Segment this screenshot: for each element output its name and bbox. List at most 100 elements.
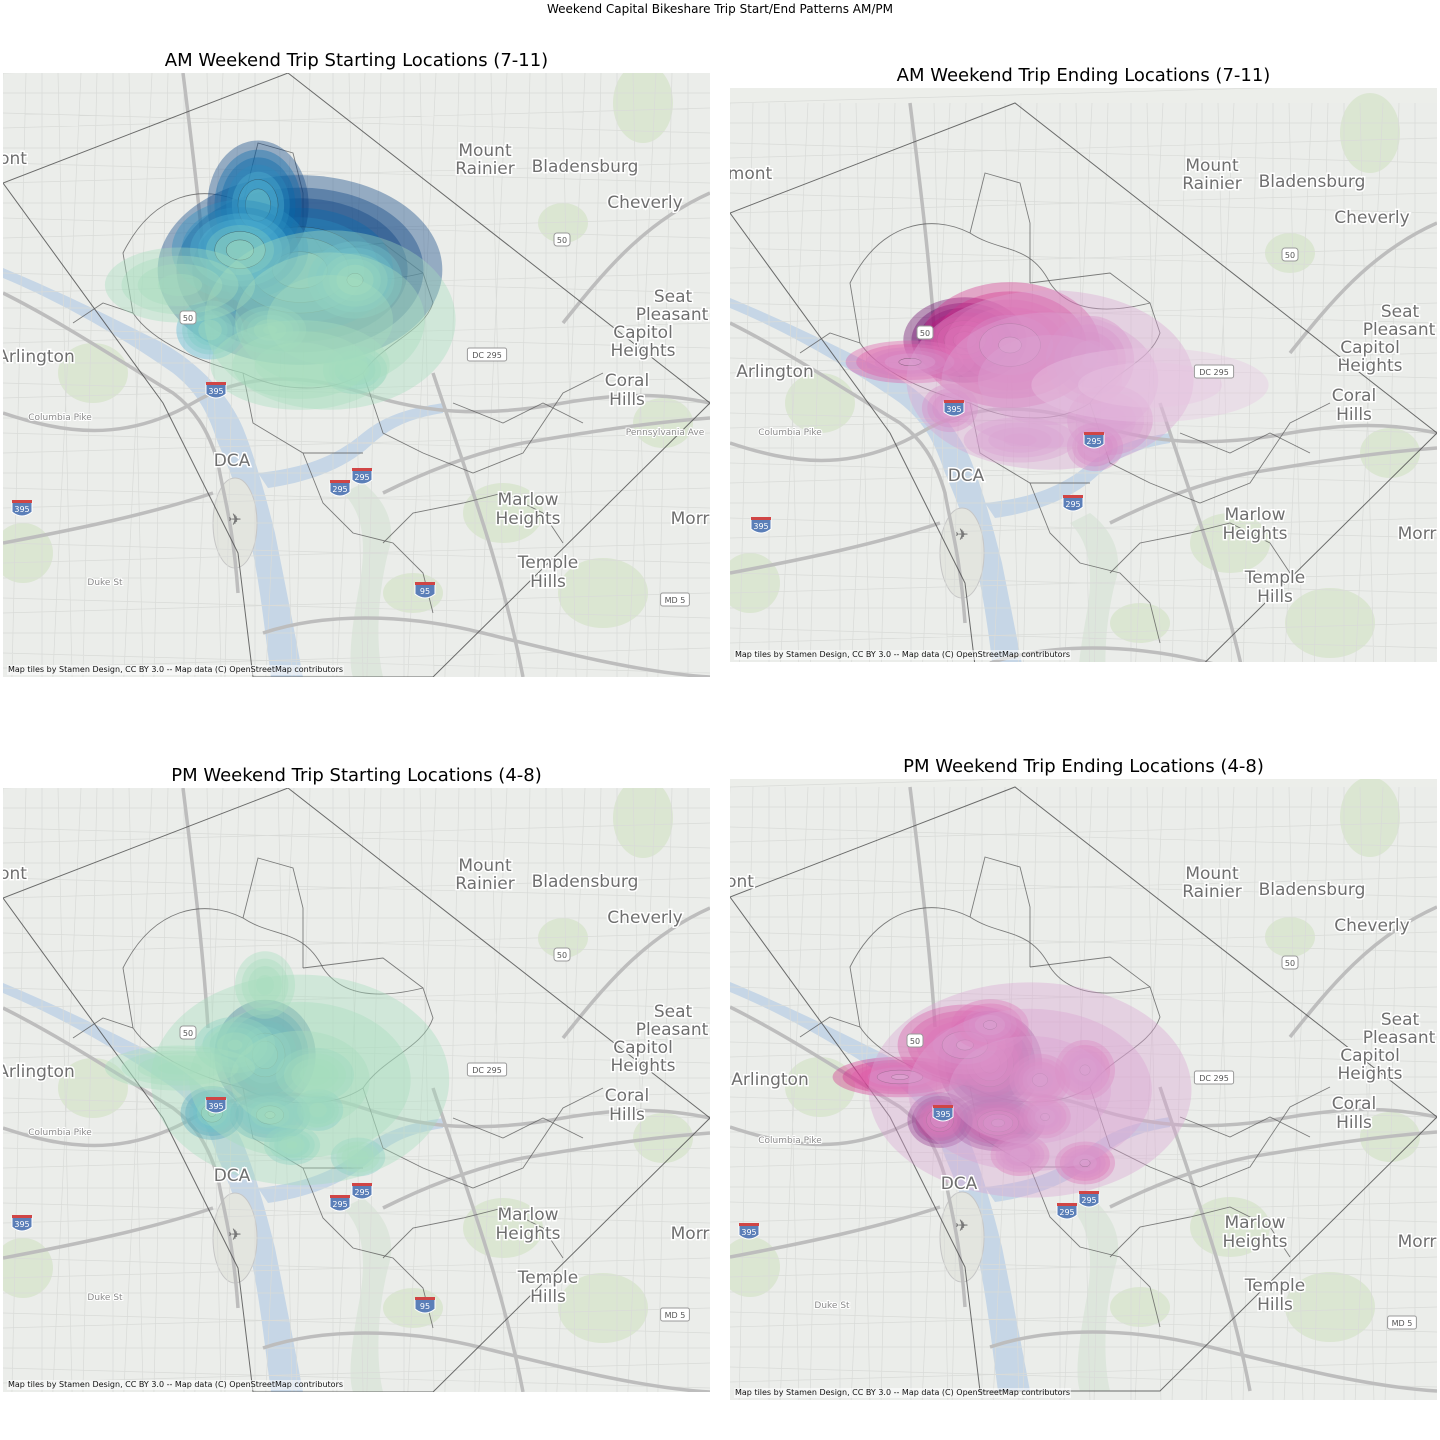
park-strip <box>1070 1197 1119 1391</box>
road-shield-icon: 50 <box>553 232 571 247</box>
density-contour <box>157 273 203 297</box>
park-area <box>1340 779 1400 857</box>
park-area <box>1285 1272 1375 1342</box>
density-contour <box>104 1045 256 1091</box>
density-hotspot <box>207 140 309 270</box>
density-contour <box>937 1010 1043 1116</box>
dc-boundary <box>3 788 710 1392</box>
park-area <box>1110 1287 1170 1327</box>
density-hotspot <box>234 951 296 1019</box>
ward-boundary <box>362 372 604 474</box>
density-contour <box>1026 1068 1054 1092</box>
park-area <box>1265 917 1315 957</box>
shield-label: 50 <box>557 236 567 245</box>
place-label: Coral <box>605 1086 649 1106</box>
place-label: Hills <box>1257 1295 1293 1315</box>
shield-label: 295 <box>332 1200 347 1209</box>
place-label: Hills <box>530 1287 566 1307</box>
place-label: Pleasant <box>1363 320 1436 340</box>
density-contour <box>1022 1065 1058 1095</box>
road-shield-icon: 395 <box>750 517 772 534</box>
place-label: Mount <box>458 856 512 876</box>
shield-label: 295 <box>1065 500 1080 509</box>
heat-layer <box>104 140 456 410</box>
density-contour <box>859 1064 941 1090</box>
density-contour <box>1023 1099 1067 1135</box>
road-shield-icon: 50 <box>179 310 197 325</box>
density-contour <box>253 319 287 341</box>
shield-label: MD 5 <box>1392 1319 1413 1328</box>
map-pm-end: Mount Rainier Bladensburg Cheverly Seat Pleas… <box>730 779 1437 1400</box>
road-shields: 395 395 295 295 50 DC 295 MD 5 50 ✈ <box>738 955 1417 1330</box>
road-shield-icon: 295 <box>1083 432 1105 449</box>
density-contour <box>238 1026 292 1084</box>
road-shield-icon: 395 <box>943 400 965 417</box>
ward-boundary <box>969 172 1031 283</box>
park-strip <box>343 483 392 677</box>
density-contour <box>190 213 290 287</box>
density-contour <box>1004 1143 1036 1167</box>
density-contour <box>205 225 275 275</box>
place-label: Heights <box>1222 1232 1287 1252</box>
place-label: Pennsylvania Ave <box>626 428 705 438</box>
place-label: Cheverly <box>607 193 682 213</box>
density-contour <box>988 427 1052 453</box>
density-contour <box>941 1030 989 1060</box>
density-contour <box>254 342 346 388</box>
density-contour <box>963 417 1077 463</box>
ward-boundary <box>1029 482 1161 644</box>
density-contour <box>272 251 328 289</box>
ward-boundary <box>242 1087 363 1169</box>
density-hotspot <box>330 1137 386 1177</box>
road-shield-icon: 395 <box>932 1105 954 1122</box>
road-shields: 395 395 295 295 95 50 DC 295 MD 5 50 ✈ <box>11 232 690 607</box>
heat-layer <box>832 982 1192 1198</box>
park-area <box>613 73 673 143</box>
ward-boundary <box>1029 1166 1161 1328</box>
ward-boundary <box>302 957 424 989</box>
density-contour <box>1054 1141 1116 1185</box>
density-hotspot <box>194 1016 276 1074</box>
density-hotspot <box>937 1010 1043 1116</box>
road-shield-icon: MD 5 <box>660 1307 690 1322</box>
park-strip <box>343 1198 392 1392</box>
place-label: DCA <box>214 451 251 471</box>
density-contour <box>916 1015 1014 1075</box>
density-contour <box>334 354 376 386</box>
map-am-start: Mount Rainier Bladensburg Cheverly Seat Pleas… <box>3 73 710 677</box>
density-contour <box>972 1107 1024 1139</box>
place-label: mont <box>730 164 773 184</box>
shield-label: 50 <box>920 329 930 338</box>
place-label: Duke St <box>87 1293 123 1303</box>
road-shield-icon: 295 <box>329 480 351 497</box>
park-area <box>58 343 128 403</box>
density-contour <box>192 314 228 346</box>
road-shield-icon: 50 <box>1281 955 1299 970</box>
density-contour <box>974 1014 1006 1036</box>
ward-boundary <box>242 372 363 454</box>
shield-label: DC 295 <box>472 351 502 360</box>
place-label: Capitol <box>613 323 673 343</box>
place-label: Columbia Pike <box>28 413 92 423</box>
density-hotspot <box>276 1047 354 1103</box>
density-contour <box>1079 1064 1091 1076</box>
density-contour <box>956 1039 974 1051</box>
density-contour <box>187 310 233 350</box>
density-contour <box>255 1105 285 1125</box>
density-contour <box>1077 362 1223 408</box>
density-contour <box>234 951 296 1019</box>
map-attribution: Map tiles by Stamen Design, CC BY 3.0 --… <box>7 665 345 675</box>
density-contour <box>121 1050 239 1086</box>
shield-label: 295 <box>332 485 347 494</box>
airport-icon: ✈ <box>955 1216 968 1235</box>
place-label: Heights <box>495 509 560 529</box>
ward-boundary <box>969 1086 1090 1168</box>
density-hotspot <box>1054 1039 1116 1101</box>
highway <box>3 491 214 545</box>
shield-label: 50 <box>557 951 567 960</box>
highway <box>730 321 967 624</box>
density-contour <box>209 1027 261 1063</box>
